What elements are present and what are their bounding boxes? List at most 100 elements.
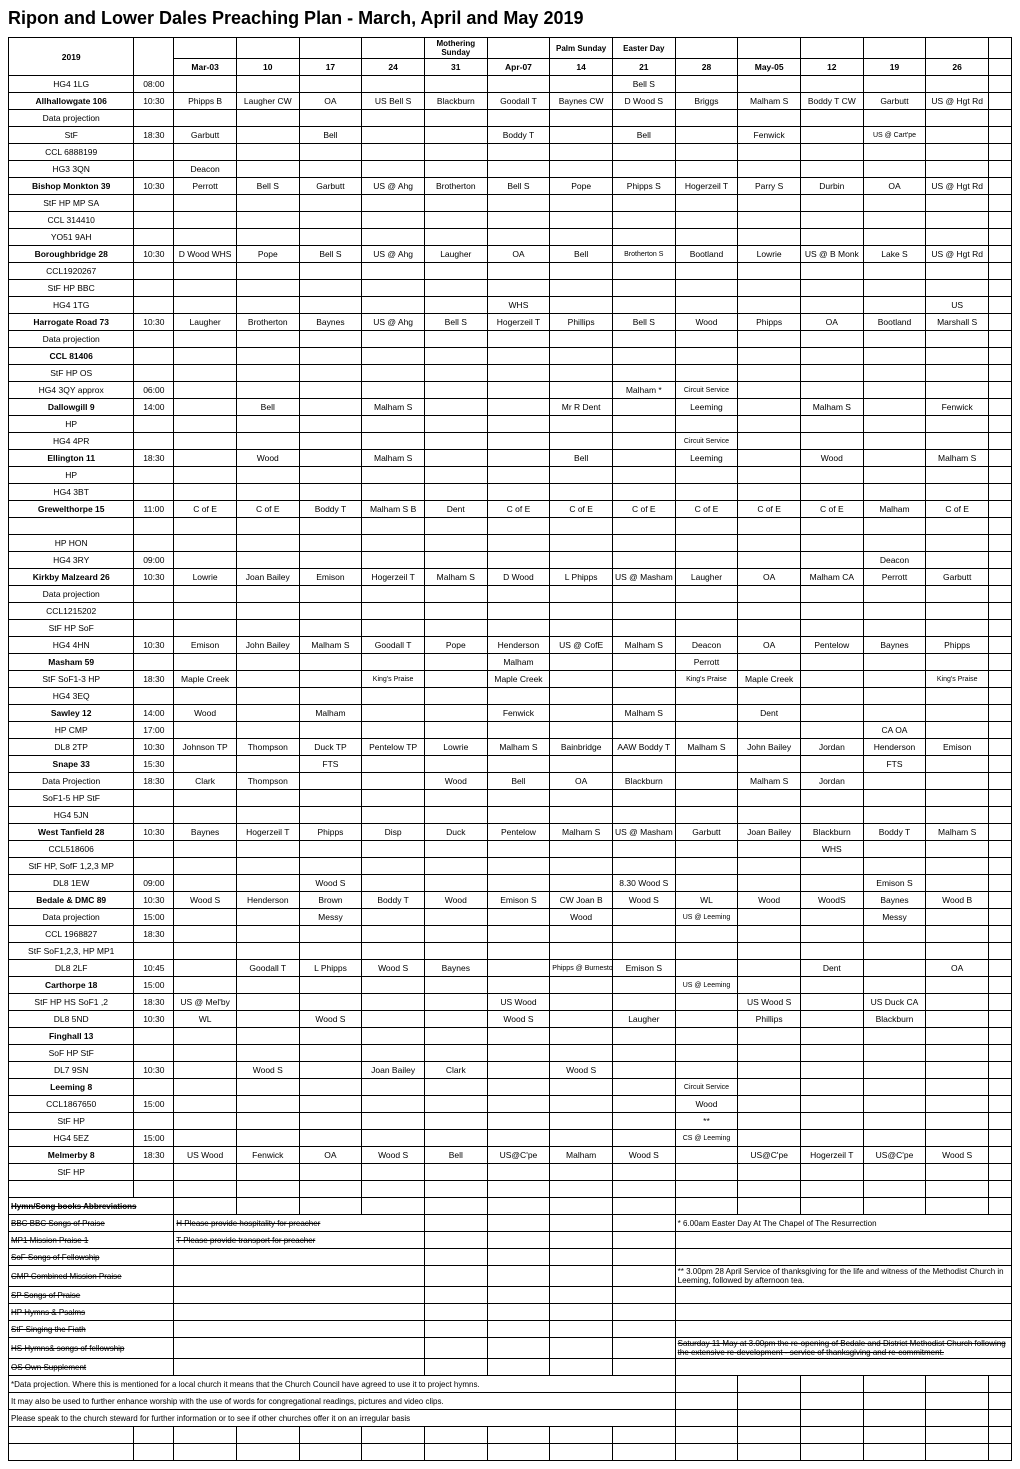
abbrev-val [174, 1338, 425, 1359]
plan-cell [863, 1062, 926, 1079]
plan-cell [174, 280, 237, 297]
plan-cell [800, 331, 863, 348]
plan-cell: C of E [487, 501, 550, 518]
plan-cell [174, 365, 237, 382]
plan-cell [738, 212, 801, 229]
plan-cell [738, 263, 801, 280]
plan-cell [612, 552, 675, 569]
time-cell: 18:30 [134, 773, 174, 790]
location-cell: Data projection [9, 586, 134, 603]
location-cell: CCL1867650 [9, 1096, 134, 1113]
plan-cell [863, 1096, 926, 1113]
plan-cell [174, 943, 237, 960]
time-cell [134, 518, 174, 535]
time-cell: 18:30 [134, 450, 174, 467]
plan-cell: Leeming [675, 450, 738, 467]
plan-cell [675, 161, 738, 178]
plan-cell [926, 1096, 989, 1113]
plan-cell [800, 688, 863, 705]
plan-cell [800, 1028, 863, 1045]
time-cell: 14:00 [134, 705, 174, 722]
plan-cell [675, 705, 738, 722]
plan-cell [299, 518, 362, 535]
location-cell: HP [9, 416, 134, 433]
plan-cell [800, 671, 863, 688]
plan-cell [236, 603, 299, 620]
plan-cell [926, 1164, 989, 1181]
plan-cell [863, 1113, 926, 1130]
time-cell: 10:30 [134, 637, 174, 654]
plan-cell [236, 297, 299, 314]
plan-cell [487, 280, 550, 297]
plan-cell [424, 399, 487, 416]
plan-cell: Malham S [612, 705, 675, 722]
plan-cell: Blackburn [863, 1011, 926, 1028]
plan-cell [926, 790, 989, 807]
plan-cell [738, 467, 801, 484]
plan-cell [299, 1079, 362, 1096]
date-header: 28 [675, 59, 738, 76]
plan-cell [487, 416, 550, 433]
plan-cell: Henderson [863, 739, 926, 756]
location-cell: Bishop Monkton 39 [9, 178, 134, 195]
plan-cell [738, 331, 801, 348]
table-row: Bedale & DMC 8910:30Wood SHendersonBrown… [9, 892, 1012, 909]
plan-cell: Baynes [863, 637, 926, 654]
plan-cell [612, 756, 675, 773]
plan-cell [174, 926, 237, 943]
abbrev-key: HS Hymns& songs of fellowship [9, 1338, 174, 1359]
time-cell: 17:00 [134, 722, 174, 739]
plan-cell [738, 756, 801, 773]
plan-cell [926, 773, 989, 790]
table-row: DL7 9SN10:30Wood SJoan BaileyClarkWood S [9, 1062, 1012, 1079]
plan-cell [362, 586, 425, 603]
plan-cell [174, 1130, 237, 1147]
plan-cell: Bell [299, 127, 362, 144]
location-cell: HG4 5EZ [9, 1130, 134, 1147]
plan-cell [487, 977, 550, 994]
plan-cell [174, 467, 237, 484]
plan-cell: D Wood S [612, 93, 675, 110]
table-row: HG4 3RY09:00Deacon [9, 552, 1012, 569]
plan-cell [362, 433, 425, 450]
plan-cell [487, 535, 550, 552]
plan-cell [800, 297, 863, 314]
plan-cell: C of E [800, 501, 863, 518]
plan-cell [299, 450, 362, 467]
plan-cell [926, 1011, 989, 1028]
time-cell: 10:30 [134, 314, 174, 331]
plan-cell [926, 518, 989, 535]
plan-cell [424, 535, 487, 552]
plan-cell [424, 722, 487, 739]
plan-cell: OA [487, 246, 550, 263]
plan-cell: Bainbridge [550, 739, 613, 756]
plan-cell [612, 1096, 675, 1113]
plan-cell [800, 1062, 863, 1079]
time-cell [134, 331, 174, 348]
location-cell: Finghall 13 [9, 1028, 134, 1045]
plan-cell: C of E [738, 501, 801, 518]
plan-cell [738, 416, 801, 433]
table-row: YO51 9AH [9, 229, 1012, 246]
plan-cell [800, 212, 863, 229]
plan-cell [926, 229, 989, 246]
plan-cell: Perrott [675, 654, 738, 671]
plan-cell [863, 382, 926, 399]
plan-cell [299, 552, 362, 569]
table-row: HG4 4PRCircuit Service [9, 433, 1012, 450]
plan-cell [424, 1164, 487, 1181]
plan-cell [550, 1130, 613, 1147]
plan-cell [362, 943, 425, 960]
plan-cell [174, 1062, 237, 1079]
plan-cell [863, 212, 926, 229]
plan-cell [299, 1045, 362, 1062]
table-row: Leeming 8Circuit Service [9, 1079, 1012, 1096]
location-cell: StF [9, 127, 134, 144]
plan-cell: US @ Hgt Rd [926, 178, 989, 195]
time-cell: 15:00 [134, 909, 174, 926]
plan-cell [675, 144, 738, 161]
plan-cell [738, 858, 801, 875]
time-cell [134, 144, 174, 161]
location-cell: HP HON [9, 535, 134, 552]
abbrev-row: SoF Songs of Fellowship [9, 1249, 1012, 1266]
